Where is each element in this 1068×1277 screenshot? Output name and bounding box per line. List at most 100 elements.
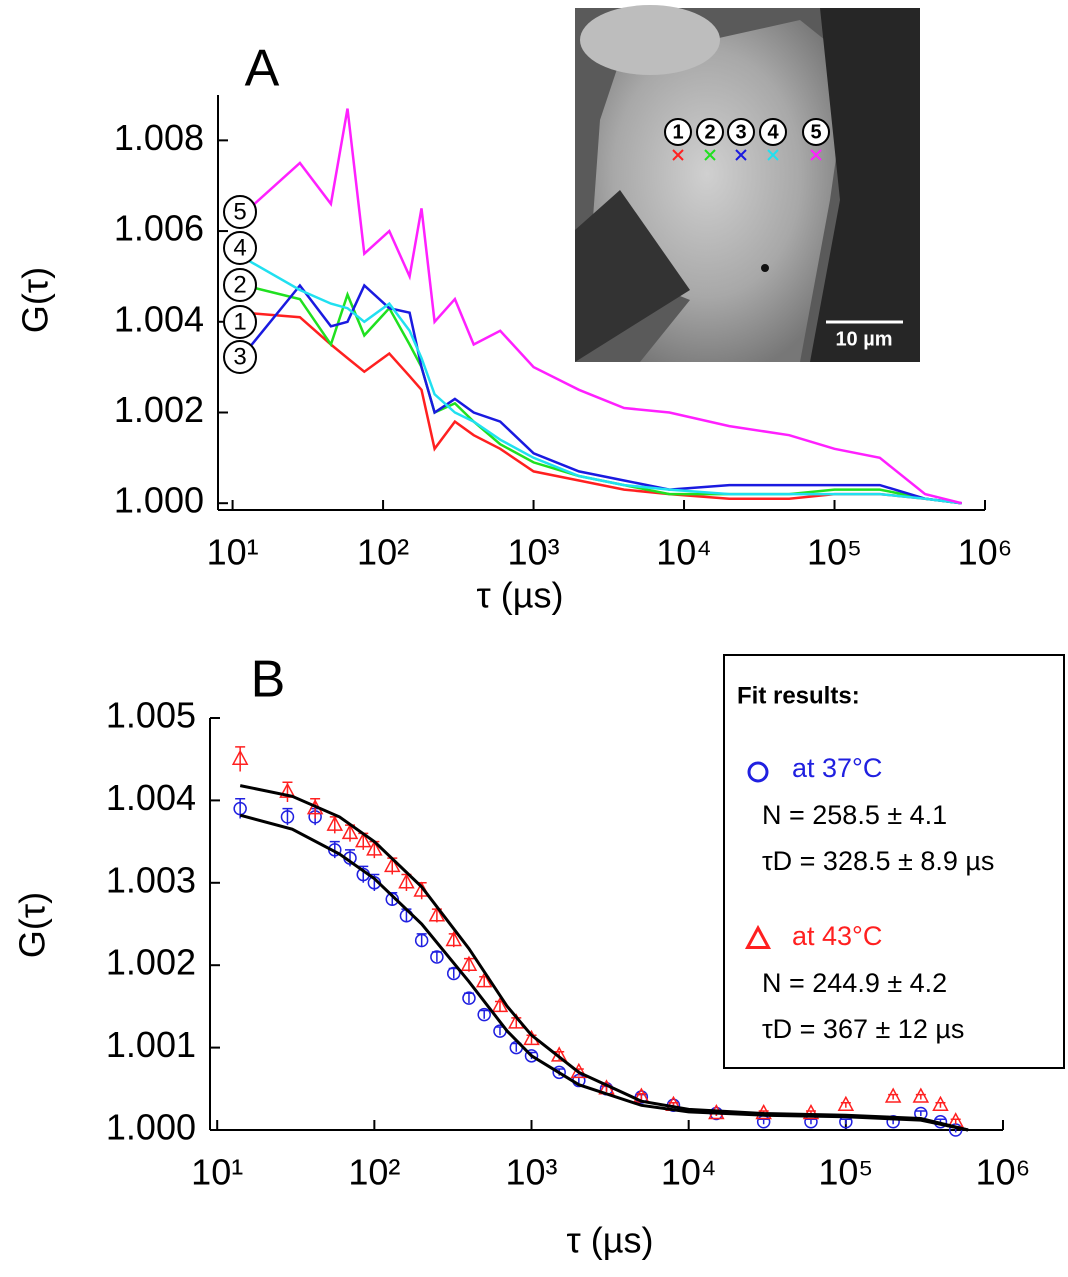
error-bar bbox=[805, 1118, 816, 1125]
legend-box bbox=[723, 654, 1065, 1069]
error-bar bbox=[463, 992, 474, 1004]
series-label-circle bbox=[223, 268, 257, 302]
series-label-circle bbox=[223, 340, 257, 374]
data-point bbox=[446, 966, 461, 981]
data-point bbox=[384, 856, 401, 873]
data-point bbox=[414, 933, 429, 948]
series-label: 3 bbox=[233, 343, 246, 370]
inset-point-mark bbox=[767, 149, 779, 161]
inset-point-circle bbox=[759, 118, 787, 146]
data-point bbox=[475, 972, 493, 988]
y-tick-label: 1.004 bbox=[106, 777, 196, 818]
data-point bbox=[428, 906, 446, 922]
error-bar bbox=[448, 967, 459, 979]
y-tick-label: 1.000 bbox=[114, 480, 204, 521]
data-line bbox=[243, 257, 962, 505]
error-bar bbox=[915, 1110, 926, 1116]
inset-point-circle bbox=[696, 118, 724, 146]
series-label: 1 bbox=[233, 308, 246, 335]
scale-bar-label: 10 µm bbox=[835, 328, 892, 350]
legend-title: Fit results: bbox=[737, 682, 860, 709]
data-point bbox=[524, 1049, 539, 1063]
legend-marker bbox=[744, 924, 772, 949]
y-tick-label: 1.004 bbox=[114, 298, 204, 339]
inset-point-mark bbox=[704, 149, 716, 161]
data-point bbox=[280, 810, 295, 824]
fit-result: N = 258.5 ± 4.1 bbox=[762, 800, 947, 830]
fit-line bbox=[239, 784, 969, 1132]
y-tick-label: 1.002 bbox=[106, 942, 196, 983]
data-point bbox=[398, 873, 415, 889]
x-tick-label: 10⁶ bbox=[976, 1152, 1031, 1193]
error-bar bbox=[758, 1118, 769, 1125]
data-line bbox=[243, 108, 963, 505]
data-point bbox=[462, 991, 476, 1005]
inset-point-label: 1 bbox=[672, 121, 683, 143]
y-tick-label: 1.003 bbox=[106, 859, 196, 900]
error-bar bbox=[840, 1118, 851, 1125]
data-point bbox=[355, 832, 372, 848]
error-bar bbox=[479, 1009, 490, 1019]
legend-label: at 43°C bbox=[792, 921, 882, 951]
data-point bbox=[445, 930, 462, 947]
data-point bbox=[837, 1095, 855, 1112]
data-line bbox=[244, 311, 962, 505]
fit-result: τD = 328.5 ± 8.9 µs bbox=[762, 846, 994, 876]
data-point bbox=[460, 955, 478, 971]
data-point bbox=[932, 1095, 949, 1112]
series-label-circle bbox=[223, 231, 257, 265]
y-tick-label: 1.008 bbox=[114, 117, 204, 158]
data-point bbox=[491, 996, 509, 1013]
inset-point-mark bbox=[735, 149, 747, 161]
x-tick-label: 10¹ bbox=[191, 1152, 243, 1193]
data-point bbox=[552, 1065, 566, 1080]
data-point bbox=[341, 823, 359, 840]
data-point bbox=[326, 815, 344, 831]
x-tick-label: 10⁵ bbox=[807, 532, 862, 573]
x-tick-label: 10² bbox=[357, 532, 409, 573]
fit-line bbox=[239, 813, 969, 1132]
x-tick-label: 10⁴ bbox=[656, 532, 712, 573]
inset-point-circle bbox=[802, 118, 830, 146]
inset-point-circle bbox=[727, 118, 755, 146]
inset-point-mark bbox=[672, 149, 684, 161]
x-tick-label: 10³ bbox=[505, 1152, 557, 1193]
data-line bbox=[243, 283, 962, 505]
y-tick-label: 1.006 bbox=[114, 208, 204, 249]
data-point bbox=[912, 1087, 930, 1103]
y-axis-label: G(τ) bbox=[15, 267, 56, 333]
data-point bbox=[233, 801, 247, 816]
inset-image: 10 µm bbox=[575, 5, 920, 362]
x-tick-label: 10³ bbox=[508, 532, 560, 573]
legend-marker bbox=[747, 761, 769, 783]
inset-point-label: 4 bbox=[767, 121, 779, 143]
x-tick-label: 10⁶ bbox=[958, 532, 1013, 573]
x-axis-label: τ (µs) bbox=[477, 575, 564, 616]
series-label-circle bbox=[223, 305, 257, 339]
error-bar bbox=[431, 951, 442, 962]
x-tick-label: 10⁵ bbox=[818, 1152, 873, 1193]
series-label: 2 bbox=[233, 271, 246, 298]
data-point bbox=[430, 950, 444, 964]
data-point bbox=[477, 1007, 491, 1022]
inset-point-label: 3 bbox=[735, 121, 746, 143]
panel-label: A bbox=[245, 40, 280, 98]
inset-point-mark bbox=[810, 149, 822, 161]
data-point bbox=[279, 782, 296, 798]
x-tick-label: 10² bbox=[348, 1152, 400, 1193]
inset-point-label: 5 bbox=[810, 121, 821, 143]
data-point bbox=[884, 1087, 902, 1103]
data-point bbox=[385, 892, 400, 907]
x-tick-label: 10⁴ bbox=[661, 1152, 717, 1193]
y-tick-label: 1.000 bbox=[106, 1107, 196, 1148]
series-label: 5 bbox=[233, 198, 246, 225]
panel-label: B bbox=[251, 651, 286, 709]
y-axis-label: G(τ) bbox=[12, 892, 53, 958]
data-point bbox=[366, 840, 383, 856]
data-point bbox=[886, 1115, 900, 1129]
fit-result: τD = 367 ± 12 µs bbox=[762, 1014, 964, 1044]
data-point bbox=[231, 749, 249, 765]
fit-result: N = 244.9 ± 4.2 bbox=[762, 968, 947, 998]
data-point bbox=[802, 1103, 820, 1120]
x-axis-label: τ (µs) bbox=[567, 1220, 654, 1261]
